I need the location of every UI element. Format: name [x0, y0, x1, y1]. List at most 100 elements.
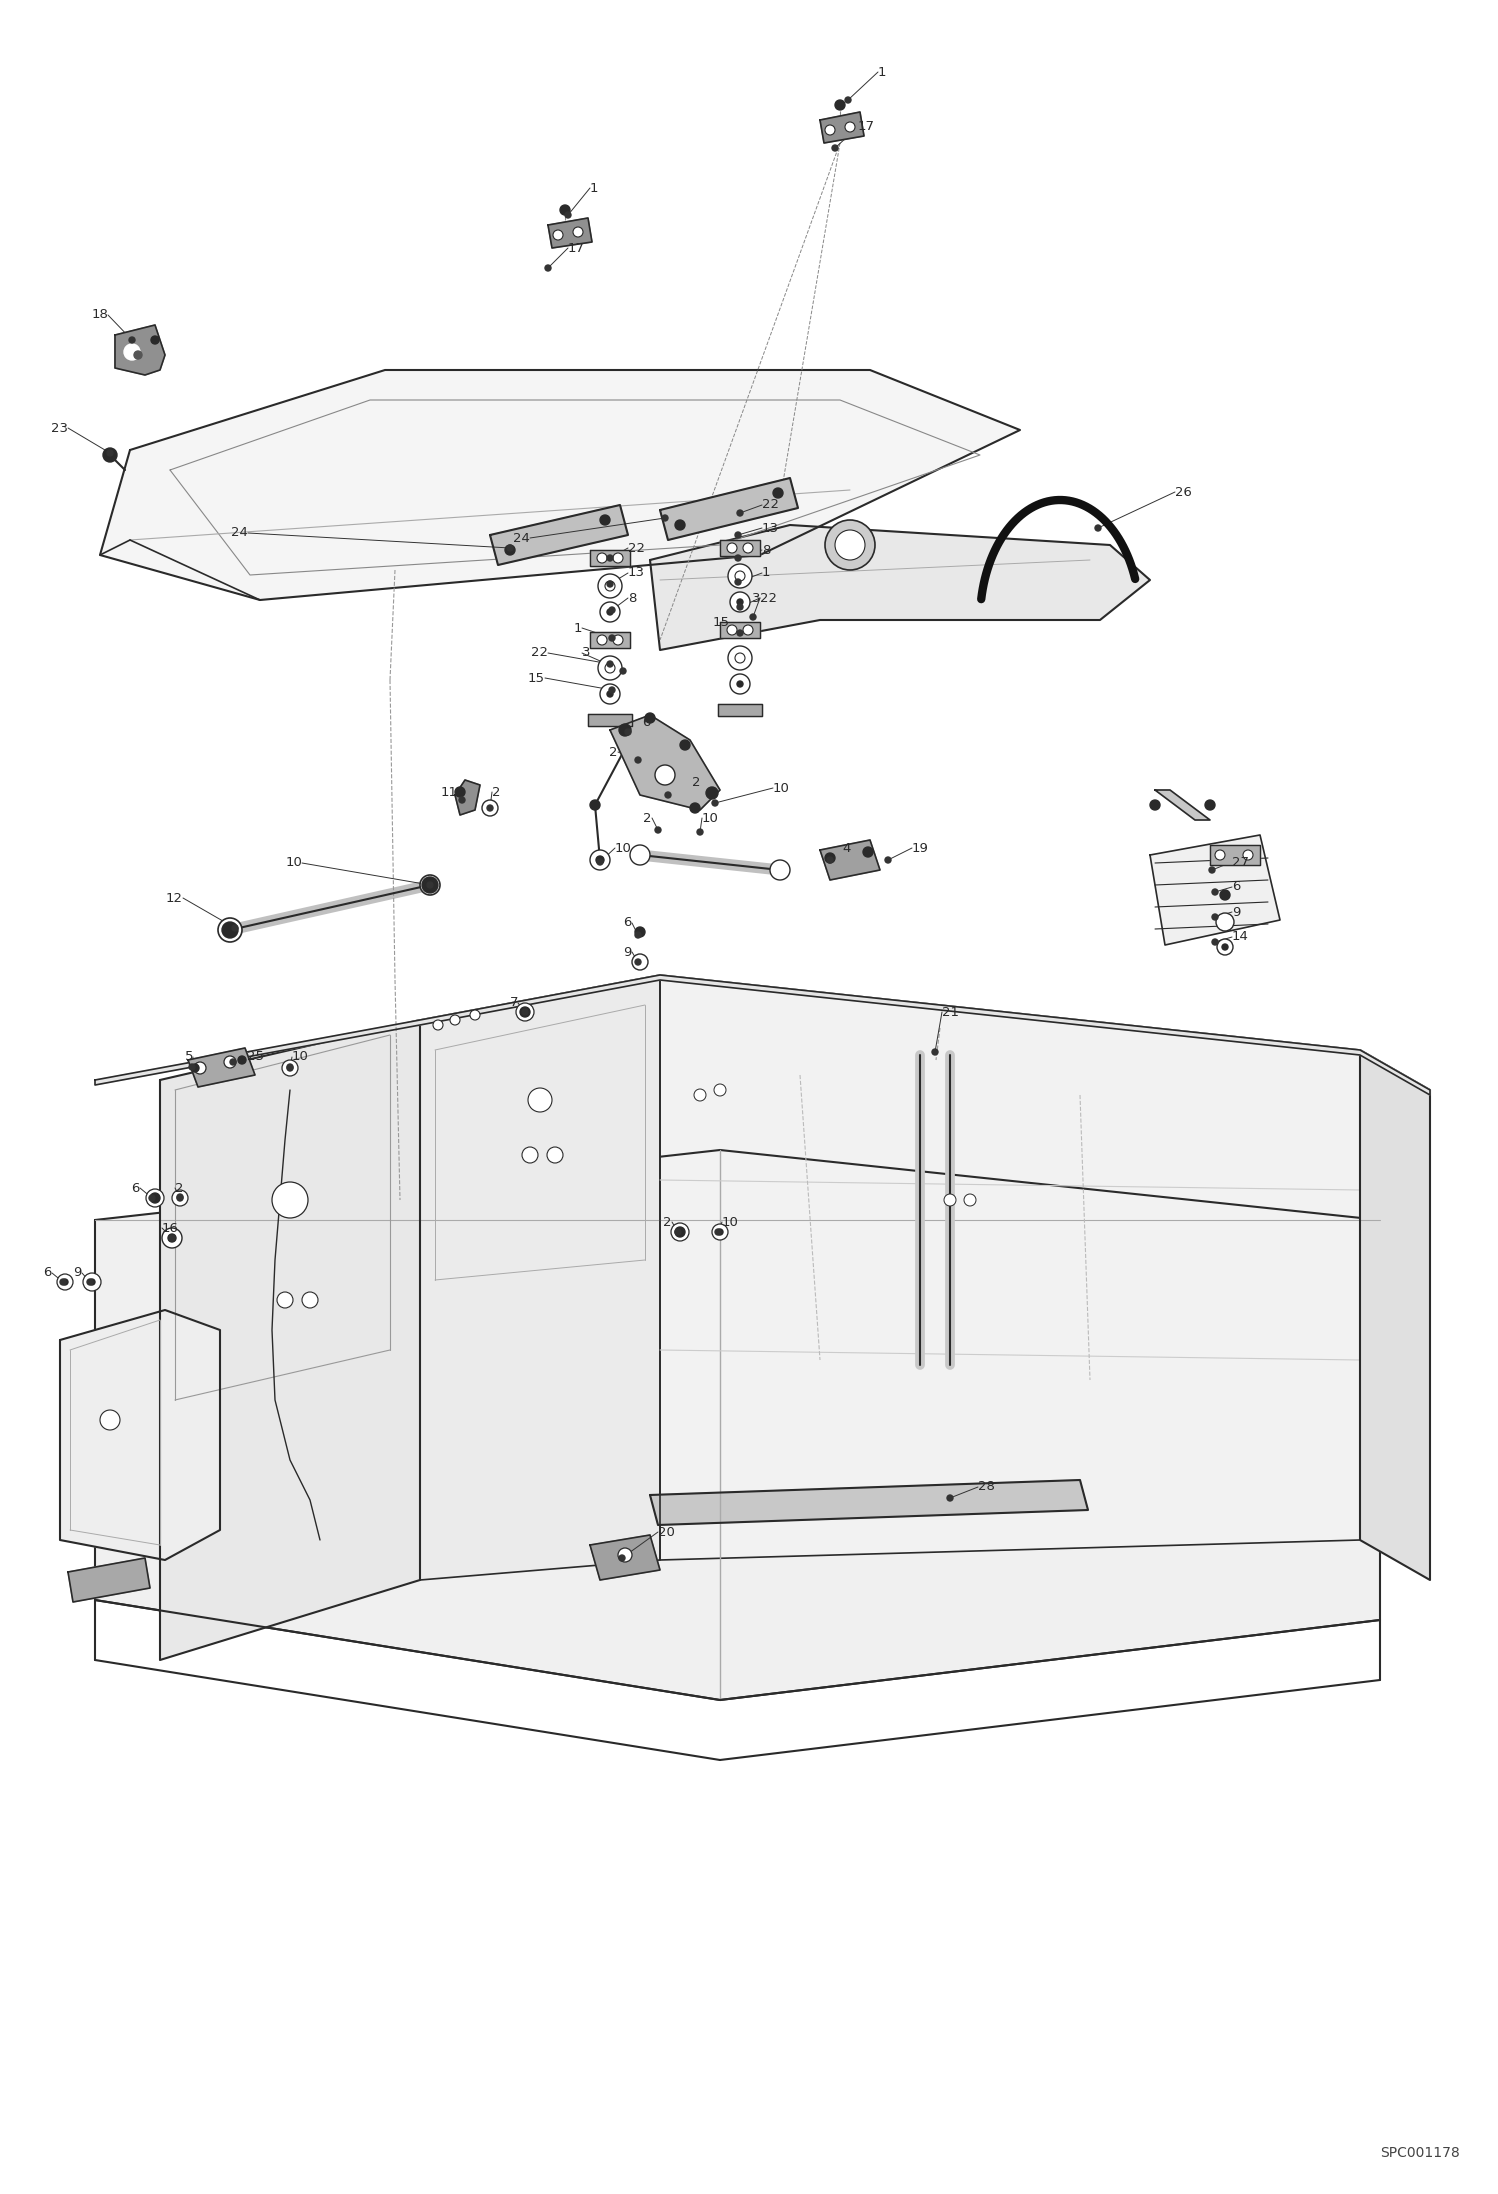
Circle shape — [715, 1084, 727, 1097]
Circle shape — [419, 875, 440, 895]
Circle shape — [676, 1226, 685, 1237]
Text: 22: 22 — [762, 498, 779, 511]
Circle shape — [87, 1279, 93, 1286]
Circle shape — [845, 97, 851, 103]
Text: 2: 2 — [664, 1215, 673, 1229]
Text: 10: 10 — [703, 812, 719, 825]
Circle shape — [610, 687, 616, 693]
Text: 22: 22 — [628, 542, 646, 555]
Circle shape — [712, 1224, 728, 1240]
Circle shape — [57, 1275, 73, 1290]
Text: 25: 25 — [247, 1051, 264, 1064]
Text: 20: 20 — [658, 1525, 676, 1538]
Circle shape — [192, 1064, 199, 1073]
Text: 14: 14 — [1231, 930, 1249, 943]
Circle shape — [773, 487, 783, 498]
Text: 15: 15 — [527, 671, 545, 685]
Circle shape — [607, 610, 613, 614]
Circle shape — [736, 531, 742, 538]
Circle shape — [631, 845, 650, 864]
Polygon shape — [589, 713, 632, 726]
Polygon shape — [650, 524, 1150, 649]
Circle shape — [545, 265, 551, 272]
Circle shape — [635, 959, 641, 965]
Circle shape — [825, 853, 834, 862]
Circle shape — [521, 1147, 538, 1163]
Circle shape — [455, 788, 464, 796]
Text: 28: 28 — [978, 1481, 995, 1494]
Circle shape — [635, 928, 646, 937]
Circle shape — [172, 1189, 189, 1207]
Circle shape — [632, 954, 649, 970]
Circle shape — [433, 1020, 443, 1029]
Circle shape — [607, 555, 613, 562]
Text: 2: 2 — [175, 1183, 183, 1194]
Circle shape — [232, 926, 238, 930]
Circle shape — [177, 1194, 183, 1200]
Circle shape — [225, 1055, 237, 1068]
Circle shape — [505, 544, 515, 555]
Circle shape — [619, 724, 631, 735]
Circle shape — [129, 338, 135, 342]
Circle shape — [831, 145, 837, 151]
Circle shape — [605, 663, 616, 674]
Text: 10: 10 — [773, 781, 789, 794]
Circle shape — [82, 1273, 100, 1290]
Circle shape — [947, 1494, 953, 1501]
Circle shape — [743, 625, 753, 634]
Circle shape — [487, 805, 493, 812]
Circle shape — [737, 630, 743, 636]
Circle shape — [736, 579, 742, 586]
Text: 21: 21 — [942, 1005, 959, 1018]
Circle shape — [601, 516, 610, 524]
Circle shape — [619, 1549, 632, 1562]
Circle shape — [834, 101, 845, 110]
Circle shape — [598, 634, 607, 645]
Text: 18: 18 — [91, 309, 108, 323]
Circle shape — [607, 581, 613, 588]
Text: 2: 2 — [644, 812, 652, 825]
Circle shape — [718, 1229, 724, 1235]
Circle shape — [150, 1194, 160, 1202]
Circle shape — [560, 204, 571, 215]
Circle shape — [470, 1009, 479, 1020]
Circle shape — [737, 603, 743, 610]
Circle shape — [1095, 524, 1101, 531]
Text: 9: 9 — [1231, 906, 1240, 919]
Circle shape — [169, 1235, 175, 1242]
Circle shape — [506, 544, 512, 551]
Circle shape — [598, 553, 607, 564]
Text: 12: 12 — [166, 891, 183, 904]
Circle shape — [288, 1064, 294, 1071]
Circle shape — [676, 1229, 682, 1235]
Circle shape — [694, 1088, 706, 1101]
Circle shape — [736, 654, 745, 663]
Circle shape — [449, 1016, 460, 1025]
Circle shape — [574, 226, 583, 237]
Circle shape — [520, 1007, 530, 1018]
Circle shape — [944, 1194, 956, 1207]
Circle shape — [1243, 849, 1252, 860]
Circle shape — [727, 542, 737, 553]
Text: 6: 6 — [643, 715, 650, 728]
Circle shape — [231, 1060, 237, 1064]
Circle shape — [706, 788, 718, 799]
Circle shape — [482, 801, 497, 816]
Polygon shape — [94, 974, 1431, 1095]
Text: 1: 1 — [878, 66, 887, 79]
Circle shape — [1212, 915, 1218, 919]
Text: 6: 6 — [132, 1183, 139, 1194]
Circle shape — [1212, 889, 1218, 895]
Polygon shape — [455, 781, 479, 814]
Circle shape — [1150, 801, 1159, 810]
Circle shape — [635, 932, 641, 939]
Circle shape — [565, 213, 571, 217]
Text: 19: 19 — [912, 842, 929, 853]
Text: 2: 2 — [610, 746, 619, 759]
Text: 2: 2 — [491, 785, 500, 799]
Circle shape — [736, 555, 742, 562]
Circle shape — [676, 520, 685, 531]
Circle shape — [613, 553, 623, 564]
Text: 8: 8 — [762, 544, 770, 557]
Circle shape — [145, 1189, 163, 1207]
